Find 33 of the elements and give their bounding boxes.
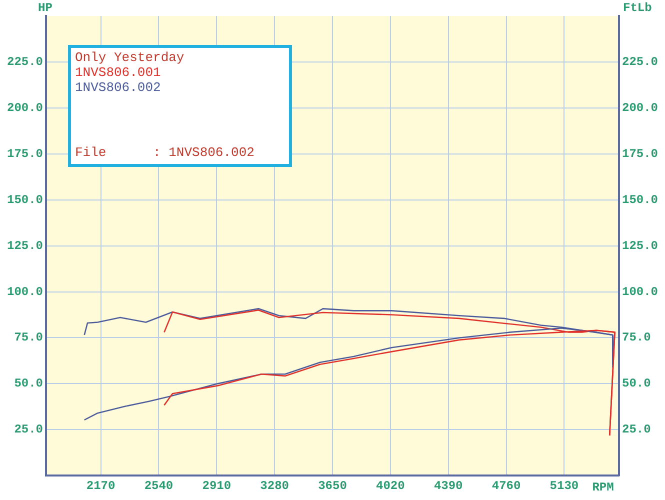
x-tick-label: 3280 (260, 478, 289, 493)
y-axis-title: HP (38, 1, 52, 16)
x-tick-label: 4760 (492, 478, 521, 493)
y-tick-label: 175.0 (6, 146, 44, 161)
legend-panel: Only Yesterday 1NVS806.001 1NVS806.002 File : 1NVS806.002 (68, 45, 292, 167)
annotation: File : 1NVS806.002 (75, 145, 254, 160)
x-tick-label: 5130 (550, 478, 579, 493)
y-tick-label: 75.0 (14, 330, 44, 345)
y2-tick-label: 75.0 (622, 330, 651, 345)
y2-axis-title: FtLb (622, 1, 652, 16)
x-tick-label: 2170 (86, 478, 116, 493)
legend-title: Only Yesterday (75, 50, 186, 65)
x-tick-label: 3650 (318, 478, 347, 493)
x-axis-title: RPM (592, 480, 614, 495)
y-tick-label: 200.0 (6, 100, 44, 115)
y-tick-label: 225.0 (6, 54, 44, 69)
y-tick-label: 25.0 (14, 422, 44, 437)
x-tick-label: 2540 (144, 478, 174, 493)
y2-tick-label: 175.0 (622, 146, 658, 161)
x-tick-label: 4390 (434, 478, 463, 493)
y2-tick-label: 25.0 (622, 422, 651, 437)
y2-tick-label: 50.0 (622, 376, 651, 391)
y2-tick-label: 225.0 (622, 54, 658, 69)
y-tick-label: 50.0 (14, 376, 44, 391)
y2-tick-label: 150.0 (622, 192, 658, 207)
y2-tick-label: 100.0 (622, 284, 658, 299)
y2-tick-label: 125.0 (622, 238, 658, 253)
y2-tick-label: 200.0 (622, 100, 658, 115)
x-tick-label: 2910 (202, 478, 232, 493)
y-tick-label: 150.0 (6, 192, 44, 207)
x-tick-label: 4020 (376, 478, 405, 493)
y-tick-label: 100.0 (6, 284, 44, 299)
y-tick-label: 125.0 (6, 238, 44, 253)
